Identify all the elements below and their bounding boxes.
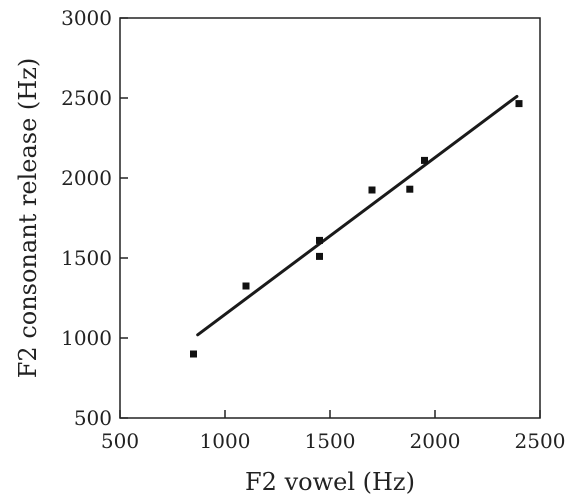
y-tick-label: 500 [74,406,112,430]
data-points [190,100,523,358]
data-point [368,186,376,194]
data-point [242,282,250,290]
x-tick-label: 2500 [515,429,566,453]
y-axis-title: F2 consonant release (Hz) [14,58,42,378]
x-axis-title: F2 vowel (Hz) [245,468,415,496]
data-point [421,156,428,164]
y-tick-label: 2000 [61,166,112,190]
y-tick-label: 3000 [61,6,112,30]
data-point [316,252,323,260]
data-point [406,185,414,193]
x-axis: 500 1000 1500 2000 2500 [101,410,566,453]
regression-line [196,94,519,337]
x-tick-label: 2000 [410,429,461,453]
x-tick-label: 1500 [305,429,356,453]
x-tick-label: 500 [101,429,139,453]
data-point [515,100,523,108]
y-axis: 500 1000 1500 2000 2500 3000 [61,6,128,430]
data-point [316,236,323,244]
y-tick-label: 1000 [61,326,112,350]
y-tick-label: 2500 [61,86,112,110]
plot-frame [119,17,541,419]
x-tick-label: 1000 [200,429,251,453]
y-tick-label: 1500 [61,246,112,270]
regression-line-group [196,94,519,337]
plot-area [119,17,541,419]
data-point [190,350,197,358]
